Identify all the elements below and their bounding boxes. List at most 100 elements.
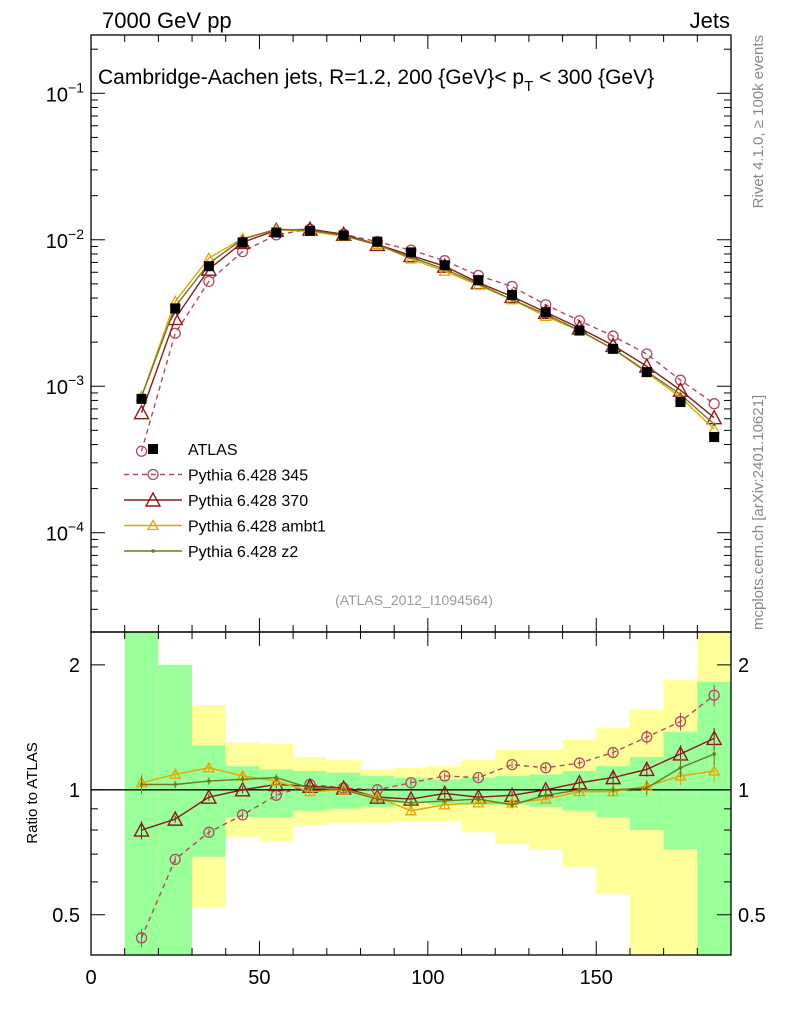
ratio-point (708, 689, 720, 701)
legend-label: Pythia 6.428 345 (188, 468, 308, 485)
ratio-point (173, 782, 178, 787)
ratio-point (404, 804, 418, 816)
ratio-point (303, 785, 317, 797)
title-tail: < 300 {GeV} (533, 66, 654, 89)
main-point (372, 236, 383, 247)
ratio-point (540, 762, 552, 774)
ratio-y-tick-label-right: 2 (738, 655, 749, 677)
legend-marker (151, 549, 155, 553)
title-main: Cambridge-Aachen jets, R=1.2, 200 {GeV}<… (98, 66, 524, 89)
main-point (167, 310, 184, 326)
ratio-point (240, 777, 245, 782)
ratio-y-tick-label: 1 (69, 780, 80, 802)
legend-label: Pythia 6.428 ambt1 (188, 519, 326, 536)
main-y-tick-label: 10−3 (46, 372, 84, 399)
ratio-point (644, 786, 649, 790)
outer-band-bin (629, 709, 664, 955)
legend-marker (148, 444, 158, 454)
ratio-point (674, 769, 687, 781)
title-subscript: T (524, 78, 533, 95)
main-point (507, 289, 518, 300)
ratio-point (678, 765, 683, 770)
main-point (708, 398, 720, 410)
ratio-point (200, 788, 218, 804)
main-point (133, 404, 150, 420)
ratio-y-tick-label: 2 (69, 655, 80, 677)
ratio-point (607, 785, 620, 797)
main-point (641, 367, 652, 378)
ratio-point (539, 792, 552, 804)
ratio-point (641, 731, 653, 743)
ratio-point (506, 758, 518, 771)
main-point (135, 445, 148, 457)
main-point (473, 275, 484, 286)
main-point (712, 422, 716, 427)
mcplots-label: mcplots.cern.ch [arXiv:2401.10621] (750, 395, 767, 630)
ratio-point (476, 797, 481, 801)
ratio-point (510, 803, 514, 807)
legend: ATLAS Pythia 6.428 345 Pythia 6.428 370 Pyt… (124, 442, 326, 561)
legend-label: Pythia 6.428 z2 (188, 544, 298, 561)
ratio-point (712, 752, 716, 756)
ratio-plot-frame (90, 631, 732, 956)
plot-title: Cambridge-Aachen jets, R=1.2, 200 {GeV}<… (98, 66, 654, 95)
ratio-point (268, 776, 285, 792)
x-tick-label: 0 (85, 967, 96, 989)
ratio-y-tick-label: 0.5 (52, 905, 80, 927)
ratio-point (472, 771, 485, 784)
series-atlas (136, 225, 720, 443)
main-point (641, 348, 653, 360)
legend-item: Pythia 6.428 370 (124, 491, 308, 510)
ratio-uncertainty-bands (124, 632, 731, 955)
ratio-point (573, 757, 586, 769)
main-point (574, 325, 585, 336)
ratio-point (638, 760, 655, 777)
main-point (136, 393, 147, 404)
legend-marker (147, 468, 159, 481)
ratio-point (169, 853, 181, 865)
inner-band-bin (158, 664, 193, 955)
rivet-version-label: Rivet 4.1.0, ≥ 100k events (750, 35, 767, 208)
ratio-line-pythia-6-428-ambt1 (141, 767, 715, 812)
ratio-line-pythia-6-428-370 (141, 737, 715, 831)
ratio-point (207, 779, 211, 783)
ratio-point (133, 821, 150, 837)
x-tick-label: 150 (580, 967, 613, 989)
ratio-point (270, 774, 283, 786)
ratio-y-tick-label-right: 0.5 (738, 905, 766, 927)
ratio-point (236, 809, 249, 821)
ratio-point (708, 764, 721, 776)
ratio-ylabel: Ratio to ATLAS (24, 742, 41, 843)
ratio-point (308, 786, 312, 790)
ratio-point (543, 793, 548, 798)
main-point (709, 432, 720, 443)
x-tick-label: 50 (248, 967, 270, 989)
collision-label: 7000 GeV pp (102, 8, 232, 33)
main-point (439, 260, 450, 271)
main-line-pythia-6-428-370 (140, 228, 715, 419)
legend-item: Pythia 6.428 345 (124, 468, 308, 485)
series-group (133, 220, 723, 948)
inner-band-bin (697, 681, 731, 955)
legend-label: ATLAS (188, 442, 238, 459)
main-point (338, 230, 349, 241)
main-point (678, 392, 683, 397)
main-point (607, 330, 619, 342)
ratio-line-pythia-6-428-z2 (141, 753, 715, 806)
ratio-point (139, 782, 144, 787)
ratio-point (202, 761, 215, 773)
main-point (608, 343, 619, 354)
main-point (675, 397, 686, 408)
main-point (674, 374, 687, 386)
ratio-point (405, 777, 417, 789)
legend-marker (146, 519, 160, 531)
x-tick-label: 100 (411, 967, 444, 989)
main-line-pythia-6-428-345 (140, 228, 715, 452)
main-y-tick-label: 10−1 (46, 79, 84, 106)
analysis-id: (ATLAS_2012_I1094564) (335, 592, 493, 608)
ratio-point (274, 775, 279, 780)
axes-group: 0 50 100 150 10−4 10−3 10−2 10−1 0.5 0.5 1 1 2 2 (46, 35, 766, 989)
legend-item: ATLAS (148, 442, 238, 459)
ratio-y-tick-label-right: 1 (738, 780, 749, 802)
